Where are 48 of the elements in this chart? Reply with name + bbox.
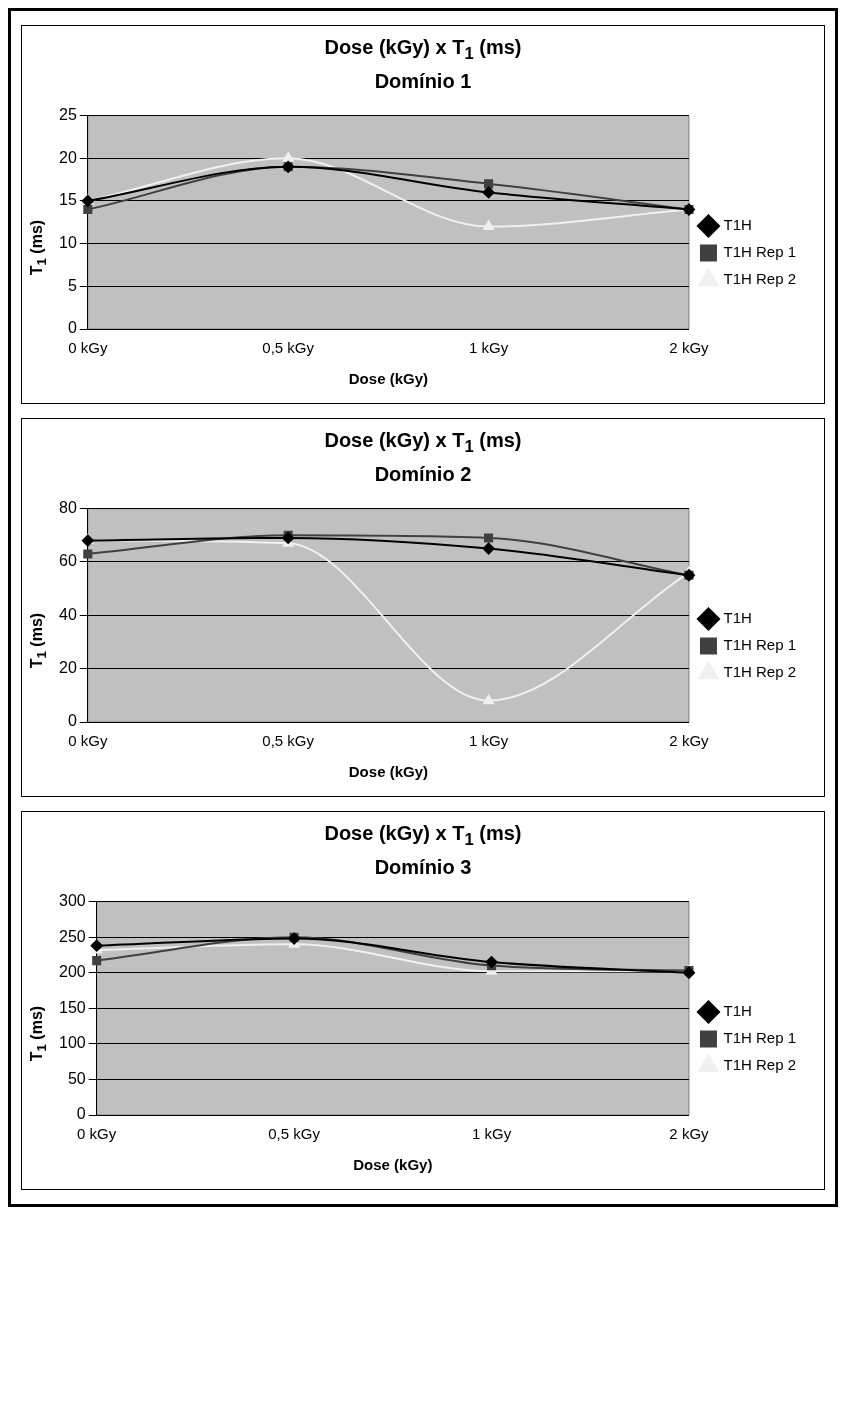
legend-label: T1H [723,1002,752,1020]
y-tick-label: 5 [67,276,77,294]
chart-title: Dose (kGy) x T$_{1}$ (ms) [323,36,523,64]
x-tick-label: 2 kGy [669,339,710,357]
legend-label: T1H Rep 2 [723,1056,797,1074]
y-tick-label: 20 [59,659,77,677]
x-axis-title: Dose (kGy) [353,1156,433,1174]
y-tick-label: 15 [59,191,77,209]
y-tick-label: 50 [67,1069,86,1087]
chart-subtitle: Domínio 2 [373,463,473,486]
legend-label: T1H [723,216,752,234]
x-axis-title: Dose (kGy) [348,763,428,781]
y-tick-label: 20 [59,148,77,166]
legend-label: T1H Rep 1 [723,636,797,654]
chart-title: Dose (kGy) x T$_{1}$ (ms) [323,822,523,850]
x-tick-label: 0 kGy [77,1125,117,1143]
y-tick-label: 80 [59,499,77,517]
y-tick-label: 200 [58,963,86,981]
x-tick-label: 2 kGy [669,1125,710,1143]
y-tick-label: 60 [59,552,77,570]
x-tick-label: 0,5 kGy [262,732,315,750]
x-tick-label: 0,5 kGy [262,339,315,357]
x-tick-label: 1 kGy [471,1125,512,1143]
y-tick-label: 10 [59,234,77,252]
chart-subtitle: Domínio 3 [373,856,473,879]
chart-title: Dose (kGy) x T$_{1}$ (ms) [323,429,523,457]
y-tick-label: 0 [67,712,77,730]
y-tick-label: 0 [67,319,77,337]
legend-label: T1H [723,609,752,627]
x-tick-label: 0 kGy [68,732,108,750]
y-tick-label: 25 [59,106,77,124]
y-tick-label: 250 [58,927,86,945]
y-tick-label: 0 [76,1105,86,1123]
legend-label: T1H Rep 2 [723,663,797,681]
x-tick-label: 1 kGy [468,339,509,357]
x-tick-label: 2 kGy [669,732,710,750]
x-tick-label: 1 kGy [468,732,509,750]
legend-label: T1H Rep 1 [723,243,797,261]
y-tick-label: 300 [58,892,86,910]
x-tick-label: 0,5 kGy [268,1125,321,1143]
legend-label: T1H Rep 2 [723,270,797,288]
y-tick-label: 40 [59,605,77,623]
y-tick-label: 100 [58,1034,86,1052]
x-axis-title: Dose (kGy) [348,370,428,388]
x-tick-label: 0 kGy [68,339,108,357]
y-tick-label: 150 [58,998,86,1016]
legend-label: T1H Rep 1 [723,1029,797,1047]
chart-subtitle: Domínio 1 [373,70,473,93]
